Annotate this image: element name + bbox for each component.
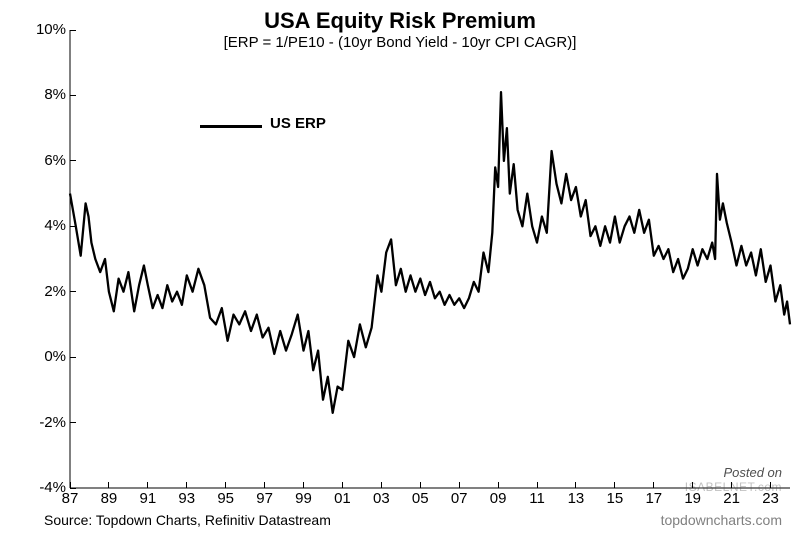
x-axis-label: 91 — [134, 490, 162, 507]
y-axis-tick — [70, 95, 76, 96]
x-axis-label: 99 — [290, 490, 318, 507]
x-axis-label: 15 — [601, 490, 629, 507]
x-axis-tick — [264, 482, 265, 488]
x-axis-label: 13 — [562, 490, 590, 507]
legend-line-sample — [200, 125, 262, 128]
y-axis-label: 2% — [44, 283, 66, 300]
x-axis-tick — [770, 482, 771, 488]
y-axis-tick — [70, 160, 76, 161]
x-axis-tick — [537, 482, 538, 488]
x-axis-tick — [653, 482, 654, 488]
y-axis-tick — [70, 291, 76, 292]
legend-label: US ERP — [270, 115, 326, 132]
x-axis-label: 23 — [757, 490, 785, 507]
x-axis-tick — [575, 482, 576, 488]
x-axis-tick — [108, 482, 109, 488]
y-axis-label: -2% — [39, 414, 66, 431]
x-axis-tick — [498, 482, 499, 488]
x-axis-label: 89 — [95, 490, 123, 507]
x-axis-label: 19 — [679, 490, 707, 507]
y-axis-tick — [70, 226, 76, 227]
x-axis-tick — [614, 482, 615, 488]
x-axis-tick — [692, 482, 693, 488]
x-axis-label: 87 — [56, 490, 84, 507]
y-axis-tick — [70, 357, 76, 358]
y-axis-tick — [70, 30, 76, 31]
x-axis-tick — [225, 482, 226, 488]
x-axis-label: 07 — [445, 490, 473, 507]
watermark-text: topdowncharts.com — [661, 512, 782, 528]
x-axis-label: 05 — [406, 490, 434, 507]
x-axis-tick — [459, 482, 460, 488]
y-axis-tick — [70, 488, 76, 489]
x-axis-label: 95 — [212, 490, 240, 507]
x-axis-tick — [420, 482, 421, 488]
x-axis-tick — [186, 482, 187, 488]
x-axis-tick — [70, 482, 71, 488]
y-axis-label: 0% — [44, 348, 66, 365]
y-axis-tick — [70, 422, 76, 423]
posted-on-label: Posted on — [723, 465, 782, 480]
x-axis-tick — [303, 482, 304, 488]
x-axis-tick — [342, 482, 343, 488]
x-axis-label: 97 — [251, 490, 279, 507]
x-axis-tick — [731, 482, 732, 488]
x-axis-label: 93 — [173, 490, 201, 507]
x-axis-label: 11 — [523, 490, 551, 507]
source-attribution: Source: Topdown Charts, Refinitiv Datast… — [44, 512, 331, 528]
x-axis-label: 09 — [484, 490, 512, 507]
x-axis-label: 17 — [640, 490, 668, 507]
y-axis-label: 6% — [44, 152, 66, 169]
chart-container: { "chart": { "type": "line", "title": "U… — [0, 0, 800, 536]
y-axis-label: 4% — [44, 217, 66, 234]
x-axis-tick — [381, 482, 382, 488]
x-axis-tick — [147, 482, 148, 488]
y-axis-label: 10% — [36, 21, 66, 38]
chart-svg — [0, 0, 800, 536]
x-axis-label: 21 — [718, 490, 746, 507]
y-axis-label: 8% — [44, 86, 66, 103]
x-axis-label: 01 — [328, 490, 356, 507]
x-axis-label: 03 — [367, 490, 395, 507]
